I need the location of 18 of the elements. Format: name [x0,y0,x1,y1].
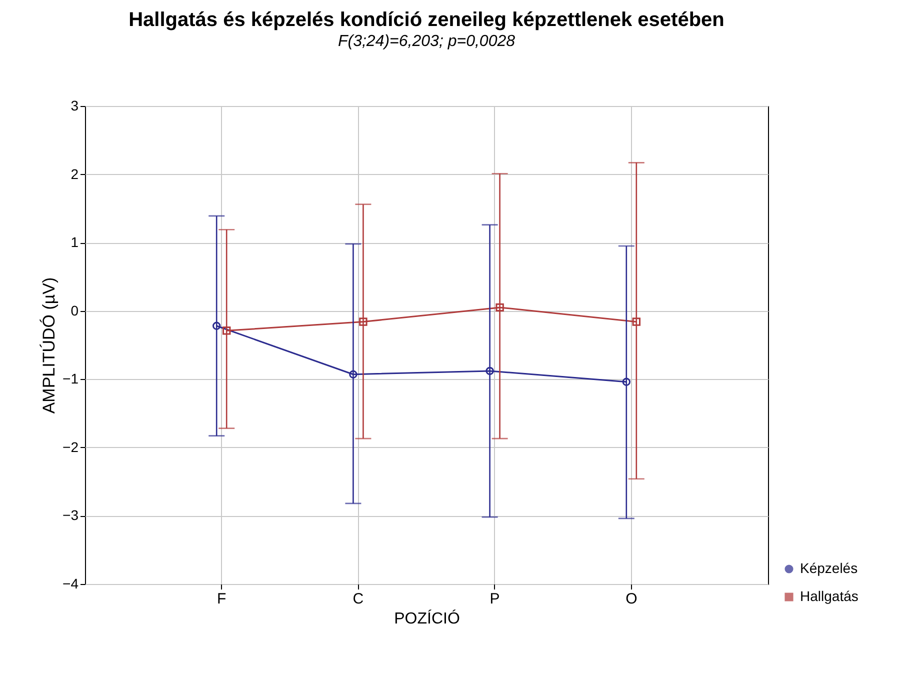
y-tick-label: 0 [70,302,79,318]
legend-label: Képzelés [800,560,858,576]
x-tick-label: F [217,590,226,608]
chart-title: Hallgatás és képzelés kondíció zeneileg képzettlenek esetében [128,9,724,31]
y-tick-label: 2 [70,166,79,182]
x-axis-title: POZÍCIÓ [394,610,460,628]
x-tick-label: O [626,590,638,608]
x-tick-label: C [352,590,364,608]
y-tick-label: −4 [62,576,79,592]
y-tick-label: −3 [62,507,79,524]
y-tick-label: −1 [62,370,79,387]
y-tick-label: −2 [62,438,79,455]
y-axis-title: AMPLITÚDÓ (µV) [40,277,59,414]
x-tick-label: P [490,590,500,608]
y-tick-label: 3 [70,98,79,114]
legend-label: Hallgatás [800,588,858,604]
chart-subtitle: F(3;24)=6,203; p=0,0028 [338,33,516,50]
y-tick-label: 1 [70,234,79,250]
